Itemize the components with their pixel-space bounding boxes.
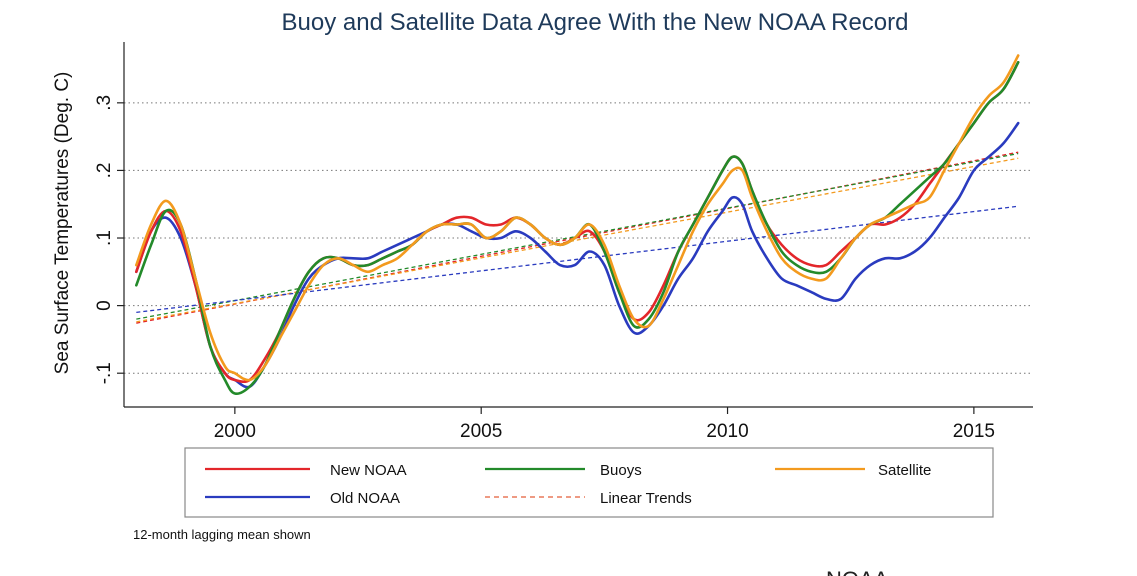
chart-note: 12-month lagging mean shown	[133, 527, 311, 542]
y-ticks: -.1 0 .1 .2 .3	[94, 95, 124, 384]
chart-title: Buoy and Satellite Data Agree With the N…	[282, 9, 909, 36]
legend: New NOAA Buoys Satellite Old NOAA Linear…	[184, 447, 994, 518]
x-tick-label: 2015	[953, 421, 995, 442]
legend-box	[184, 447, 994, 518]
series-line-buoys	[135, 61, 1020, 396]
legend-label-old-noaa: Old NOAA	[330, 490, 400, 507]
legend-label-satellite: Satellite	[878, 462, 931, 479]
y-tick-label: .2	[94, 162, 115, 178]
legend-entry-satellite: Satellite	[775, 462, 931, 479]
series-line-satellite	[135, 54, 1020, 382]
y-axis-label: Sea Surface Temperatures (Deg. C)	[52, 72, 73, 375]
x-tick-label: 2000	[214, 421, 256, 442]
legend-entry-old-noaa: Old NOAA	[205, 490, 400, 507]
axes	[123, 42, 1033, 408]
legend-entry-linear-trends: Linear Trends	[485, 490, 692, 507]
x-tick-label: 2010	[706, 421, 748, 442]
y-tick-label: -.1	[94, 362, 115, 384]
legend-label-linear-trends: Linear Trends	[600, 490, 692, 507]
legend-label-new-noaa: New NOAA	[330, 462, 407, 479]
legend-entry-new-noaa: New NOAA	[205, 462, 407, 479]
x-ticks: 2000 2005 2010 2015	[214, 407, 995, 442]
series-line-new-noaa	[135, 61, 1020, 384]
legend-entry-buoys: Buoys	[485, 462, 642, 479]
y-tick-label: 0	[94, 300, 115, 311]
trend-line-satellite-trend	[136, 157, 1019, 323]
y-tick-label: .3	[94, 95, 115, 111]
x-tick-label: 2005	[460, 421, 502, 442]
trend-line-old-noaa-trend	[136, 205, 1019, 314]
watermark-text: NOAA	[826, 567, 889, 576]
series-line-old-noaa	[135, 121, 1020, 389]
legend-label-buoys: Buoys	[600, 462, 642, 479]
series-lines	[135, 54, 1020, 396]
y-tick-label: .1	[94, 230, 115, 246]
